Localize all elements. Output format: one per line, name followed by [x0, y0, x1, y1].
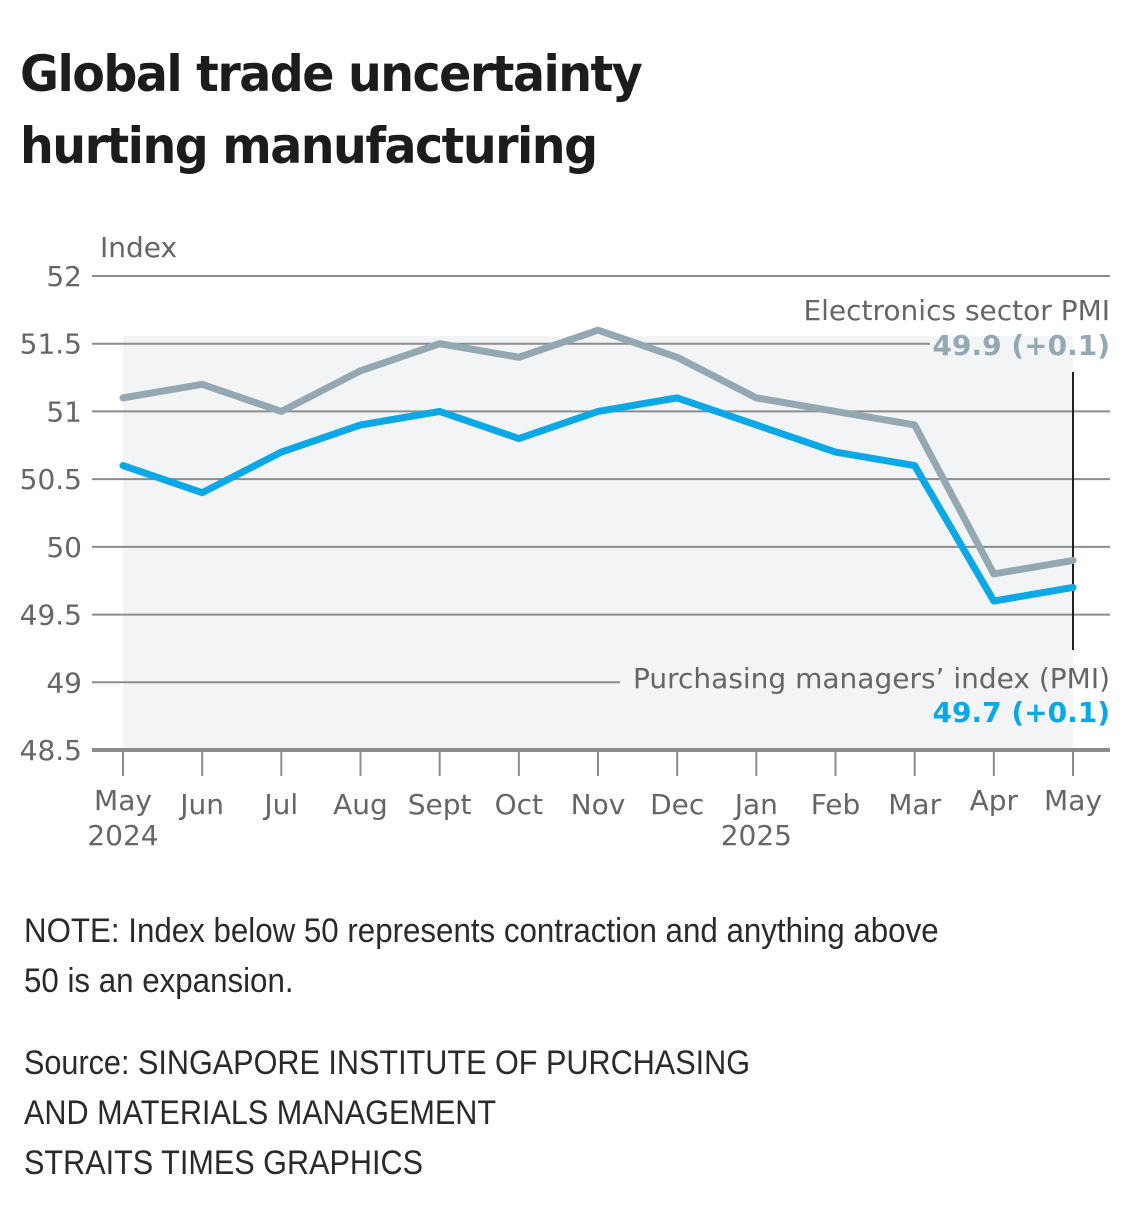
x-tick-sublabel: 2024 — [87, 819, 158, 852]
y-axis-ticks: 52 51.5 51 50.5 50 49.5 49 48.5 — [20, 260, 82, 767]
x-tick-label: Feb — [811, 788, 861, 821]
y-tick-label: 49 — [46, 666, 82, 699]
pmi-label: Purchasing managers’ index (PMI) — [633, 662, 1110, 695]
y-tick-label: 49.5 — [20, 599, 82, 632]
y-tick-label: 48.5 — [20, 734, 82, 767]
y-tick-label: 50.5 — [20, 463, 82, 496]
chart-title: Global trade uncertainty hurting manufac… — [20, 45, 643, 175]
electronics-label: Electronics sector PMI — [803, 294, 1110, 327]
y-tick-label: 50 — [46, 531, 82, 564]
x-tick-label: Jun — [178, 788, 224, 821]
series-lines — [119, 326, 1077, 650]
x-tick-label: Nov — [571, 788, 626, 821]
source-line: Source: SINGAPORE INSTITUTE OF PURCHASIN… — [24, 1044, 751, 1082]
x-tick-label: Dec — [650, 788, 704, 821]
x-tick-label: Oct — [495, 788, 543, 821]
x-tick-label: Sept — [408, 788, 472, 821]
chart-note: NOTE: Index below 50 represents contract… — [24, 912, 939, 1000]
x-tick-label: May — [94, 784, 152, 817]
x-tick-label: Apr — [970, 784, 1019, 817]
source-line: STRAITS TIMES GRAPHICS — [24, 1144, 423, 1182]
x-tick-label: Aug — [333, 788, 388, 821]
y-tick-label: 52 — [46, 260, 82, 293]
x-tick-label: Mar — [888, 788, 941, 821]
chart-source: Source: SINGAPORE INSTITUTE OF PURCHASIN… — [24, 1038, 750, 1188]
x-tick-label: Jan — [733, 788, 778, 821]
pmi-line — [119, 394, 1077, 605]
x-tick-label: May — [1044, 784, 1102, 817]
electronics-value-label: 49.9 (+0.1) — [933, 329, 1111, 362]
pmi-value-label: 49.7 (+0.1) — [933, 696, 1111, 729]
y-axis-label: Index — [100, 231, 177, 264]
x-tick-sublabel: 2025 — [721, 819, 792, 852]
plot-area-shading — [123, 336, 1073, 750]
x-tick-label: Jul — [262, 788, 298, 821]
y-tick-label: 51 — [46, 395, 82, 428]
electronics-line — [119, 326, 1077, 578]
y-tick-label: 51.5 — [20, 328, 82, 361]
source-line: AND MATERIALS MANAGEMENT — [24, 1094, 497, 1132]
